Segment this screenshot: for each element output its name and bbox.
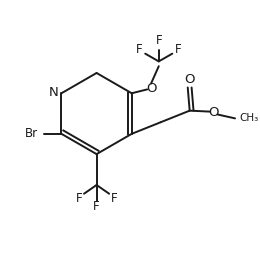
Text: O: O [184, 73, 195, 86]
Text: F: F [93, 200, 100, 213]
Text: O: O [209, 106, 219, 119]
Text: F: F [76, 192, 82, 205]
Text: F: F [136, 43, 143, 56]
Text: F: F [175, 43, 181, 56]
Text: N: N [49, 86, 58, 99]
Text: Br: Br [25, 127, 38, 140]
Text: F: F [111, 192, 117, 205]
Text: O: O [146, 82, 156, 95]
Text: F: F [155, 34, 162, 47]
Text: CH₃: CH₃ [239, 113, 258, 123]
